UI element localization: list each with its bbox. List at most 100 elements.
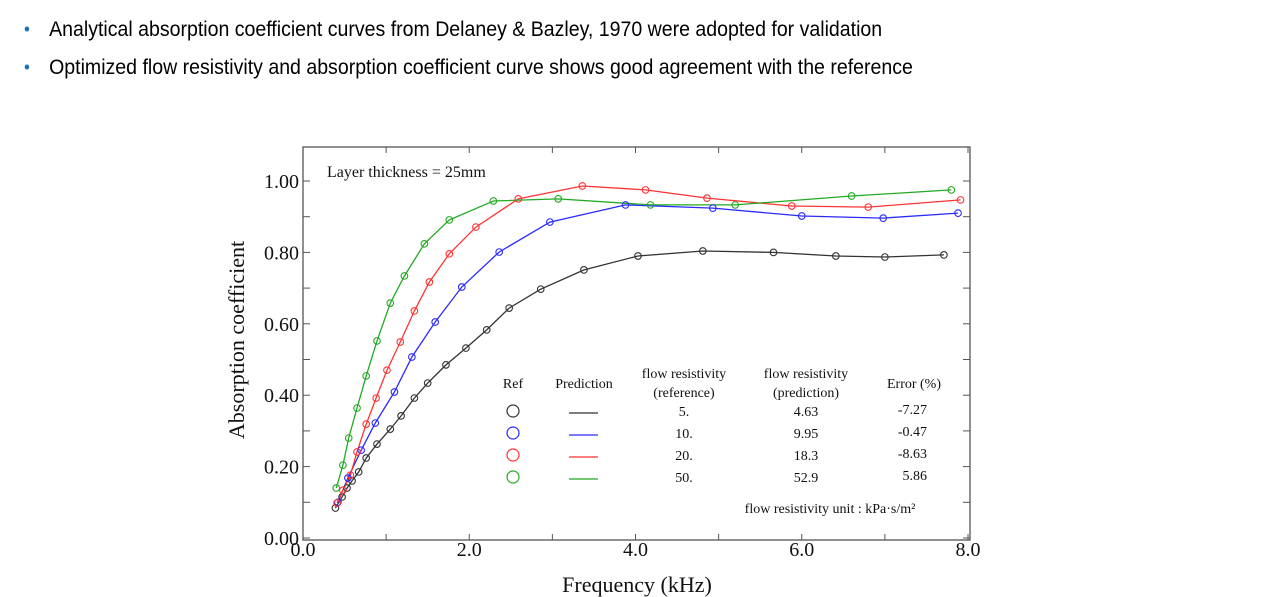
x-tick-labels: 0.0 2.0 4.0 6.0 8.0: [291, 539, 981, 561]
reference-point: [546, 218, 554, 226]
reference-point: [956, 196, 965, 204]
prediction-line-2: [336, 185, 961, 504]
bullet-text: Optimized flow resistivity and absorptio…: [49, 56, 913, 79]
reference-point: [536, 285, 545, 294]
reference-point: [362, 372, 371, 380]
reference-point: [495, 248, 504, 256]
legend-error-value: -7.27: [898, 403, 927, 418]
legend-header-pred-resistivity-sub: (prediction): [773, 386, 839, 401]
reference-point: [386, 425, 395, 433]
series-points: [331, 182, 965, 512]
reference-point: [339, 486, 347, 495]
reference-point: [354, 468, 363, 476]
legend-unit-note: flow resistivity unit : kPa·s/m²: [745, 502, 916, 517]
reference-point: [769, 248, 778, 257]
reference-point: [445, 249, 454, 258]
legend-error-value: 5.86: [903, 469, 928, 484]
reference-point: [787, 202, 796, 210]
reference-point: [879, 214, 888, 222]
reference-point: [410, 394, 419, 402]
legend-ref-value: 50.: [675, 471, 693, 486]
reference-point: [400, 272, 409, 280]
reference-point: [408, 353, 416, 361]
legend-ref-value: 20.: [675, 449, 693, 464]
reference-point: [343, 484, 351, 492]
reference-point: [420, 239, 429, 248]
reference-point: [410, 307, 419, 315]
reference-point: [634, 252, 642, 260]
reference-point: [646, 201, 655, 209]
reference-point: [362, 420, 371, 428]
x-tick-label: 4.0: [623, 539, 648, 561]
reference-point: [554, 195, 563, 203]
legend-pred-value: 52.9: [794, 471, 819, 486]
reference-point: [386, 299, 395, 307]
reference-point: [362, 454, 371, 462]
reference-point: [621, 201, 630, 209]
bullet-item: • Analytical absorption coefficient curve…: [24, 16, 913, 43]
reference-point: [954, 209, 962, 217]
legend-header-error: Error (%): [887, 377, 941, 392]
reference-point: [505, 304, 514, 312]
bullet-item: • Optimized flow resistivity and absorpti…: [24, 54, 913, 81]
reference-point: [397, 412, 405, 420]
reference-point: [641, 186, 650, 194]
y-tick-label: 0.00: [264, 528, 299, 550]
legend-ref-marker: [506, 426, 520, 440]
x-tick-label: 0.0: [291, 539, 316, 561]
x-tick-label: 6.0: [789, 539, 814, 561]
reference-point: [462, 344, 470, 352]
legend-header-ref: Ref: [503, 377, 524, 392]
reference-point: [423, 379, 432, 387]
reference-point: [333, 499, 341, 507]
reference-point: [708, 204, 717, 212]
reference-point: [332, 484, 341, 492]
reference-point: [831, 252, 840, 260]
reference-point: [344, 434, 353, 442]
reference-point: [472, 223, 480, 231]
prediction-line-1: [337, 204, 959, 503]
legend-ref-value: 10.: [675, 427, 693, 442]
x-tick-label: 2.0: [457, 539, 482, 561]
reference-point: [864, 203, 873, 211]
y-tick-label: 0.80: [264, 242, 299, 264]
reference-point: [489, 197, 498, 205]
bullet-icon: •: [24, 19, 30, 39]
legend-header-ref-resistivity-sub: (reference): [653, 386, 715, 401]
legend-ref-marker: [506, 470, 520, 484]
reference-point: [373, 337, 381, 345]
reference-point: [357, 446, 366, 455]
reference-point: [396, 338, 405, 346]
prediction-line-3: [335, 189, 952, 489]
bullet-text: Analytical absorption coefficient curves…: [49, 18, 883, 41]
series-lines: [334, 185, 961, 509]
reference-point: [578, 182, 587, 190]
legend-header-ref-resistivity: flow resistivity: [642, 367, 726, 382]
legend-ref-marker: [506, 404, 520, 418]
axis-ticks: [302, 147, 970, 540]
reference-point: [425, 278, 434, 286]
legend-pred-value: 9.95: [794, 427, 819, 442]
legend-error-value: -0.47: [898, 425, 927, 440]
reference-point: [442, 361, 450, 369]
reference-point: [372, 394, 381, 402]
reference-point: [353, 404, 361, 412]
reference-point: [339, 461, 347, 470]
reference-point: [346, 471, 355, 480]
reference-point: [703, 194, 711, 202]
reference-point: [731, 201, 740, 209]
reference-point: [580, 266, 588, 274]
y-tick-label: 0.60: [264, 314, 299, 336]
legend-header-prediction: Prediction: [555, 377, 613, 392]
y-axis-label: Absorption coefficient: [224, 241, 249, 439]
legend-ref-value: 5.: [679, 405, 690, 420]
x-axis-label: Frequency (kHz): [562, 572, 712, 597]
reference-point: [353, 448, 361, 456]
bullet-icon: •: [24, 57, 30, 77]
legend-ref-marker: [506, 448, 520, 462]
reference-point: [482, 326, 491, 334]
legend-pred-value: 18.3: [794, 449, 819, 464]
layer-thickness-annotation: Layer thickness = 25mm: [327, 164, 486, 181]
reference-point: [797, 212, 806, 220]
